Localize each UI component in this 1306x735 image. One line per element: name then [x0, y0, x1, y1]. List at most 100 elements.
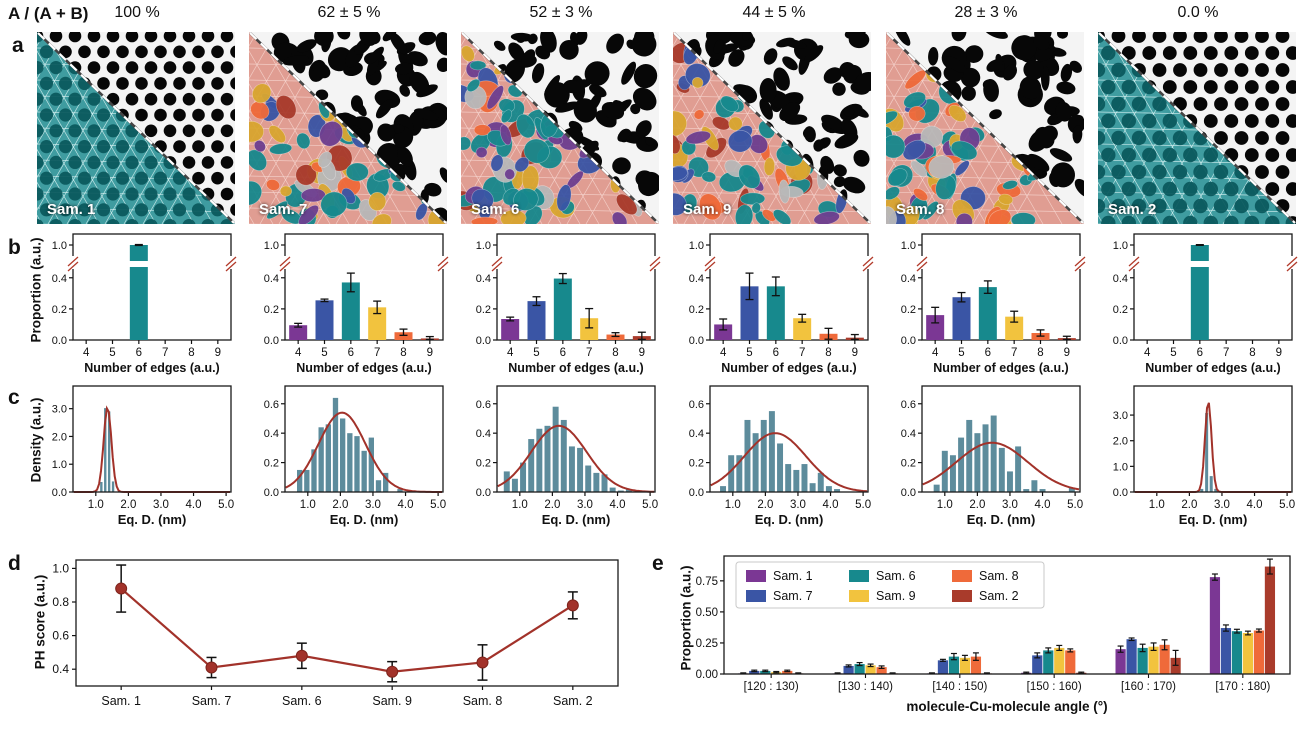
svg-text:3.0: 3.0 [365, 499, 381, 511]
svg-text:5: 5 [746, 347, 752, 359]
svg-text:Eq. D. (nm): Eq. D. (nm) [542, 512, 611, 527]
svg-text:[130 : 140): [130 : 140) [838, 681, 893, 693]
svg-text:4.0: 4.0 [186, 499, 202, 511]
edge-chart-sam-6: 0.0 0.2 0.4 1.0 4 5 6 7 8 9 Number of edges (a.u.) [455, 228, 667, 378]
svg-text:5.0: 5.0 [642, 499, 658, 511]
svg-text:8: 8 [612, 347, 618, 359]
svg-text:9: 9 [1064, 347, 1070, 359]
svg-text:Number of edges (a.u.): Number of edges (a.u.) [508, 361, 643, 375]
panel-label-c: c [8, 386, 20, 409]
svg-text:0.4: 0.4 [476, 428, 491, 440]
micrograph-sam-8: Sam. 8 [886, 32, 1084, 224]
svg-text:3.0: 3.0 [1002, 499, 1018, 511]
svg-text:3.0: 3.0 [790, 499, 806, 511]
svg-text:0.50: 0.50 [696, 607, 718, 619]
sample-label: Sam. 8 [896, 201, 945, 218]
svg-text:0.2: 0.2 [476, 304, 491, 316]
svg-text:molecule-Cu-molecule angle (°): molecule-Cu-molecule angle (°) [906, 699, 1107, 714]
svg-text:0.0: 0.0 [476, 487, 491, 499]
svg-text:Eq. D. (nm): Eq. D. (nm) [1179, 512, 1248, 527]
svg-text:0.0: 0.0 [264, 335, 279, 347]
svg-text:0.2: 0.2 [1113, 304, 1128, 316]
svg-text:[170 : 180): [170 : 180) [1215, 681, 1270, 693]
svg-text:1.0: 1.0 [901, 240, 916, 252]
ratio-value-sam1: 100 % [114, 4, 160, 21]
svg-text:6: 6 [773, 347, 779, 359]
svg-text:0.0: 0.0 [689, 487, 704, 499]
diameter-hist-sam-8: 0.0 0.2 0.4 0.6 1.0 2.0 3.0 4.0 5.0 Eq. D. (nm) [880, 380, 1092, 530]
svg-text:1.0: 1.0 [476, 240, 491, 252]
svg-text:0.4: 0.4 [52, 662, 69, 676]
svg-text:5: 5 [533, 347, 539, 359]
svg-text:6: 6 [985, 347, 991, 359]
svg-text:0.6: 0.6 [689, 399, 704, 411]
svg-text:Eq. D. (nm): Eq. D. (nm) [118, 512, 187, 527]
svg-text:8: 8 [1249, 347, 1255, 359]
svg-text:7: 7 [799, 347, 805, 359]
svg-text:0.2: 0.2 [52, 304, 67, 316]
svg-text:5.0: 5.0 [1279, 499, 1295, 511]
svg-text:0.0: 0.0 [689, 335, 704, 347]
svg-text:0.2: 0.2 [264, 304, 279, 316]
svg-text:5.0: 5.0 [1067, 499, 1083, 511]
svg-text:0.2: 0.2 [901, 458, 916, 470]
panel-label-e: e [652, 552, 664, 575]
panel-label-b: b [8, 236, 21, 259]
sample-label: Sam. 1 [47, 201, 96, 218]
svg-text:0.4: 0.4 [689, 273, 704, 285]
svg-text:0.2: 0.2 [689, 304, 704, 316]
svg-text:2.0: 2.0 [544, 499, 560, 511]
svg-text:4.0: 4.0 [398, 499, 414, 511]
svg-text:9: 9 [215, 347, 221, 359]
svg-text:0.0: 0.0 [1113, 335, 1128, 347]
svg-text:Sam. 8: Sam. 8 [463, 694, 503, 708]
svg-text:0.4: 0.4 [1113, 273, 1128, 285]
svg-text:6: 6 [136, 347, 142, 359]
svg-text:5.0: 5.0 [855, 499, 871, 511]
svg-text:0.4: 0.4 [901, 273, 916, 285]
svg-text:0.4: 0.4 [264, 428, 279, 440]
svg-text:Sam. 8: Sam. 8 [979, 569, 1019, 583]
svg-text:3.0: 3.0 [52, 404, 67, 416]
svg-text:4: 4 [932, 347, 939, 359]
svg-text:0.0: 0.0 [901, 487, 916, 499]
micrograph-sam-7: Sam. 7 [249, 32, 447, 224]
angle-distribution-chart: 0.00 0.25 0.50 0.75 [120 : 130) [130 : 140) [1… [672, 548, 1298, 720]
ratio-value-sam7: 62 ± 5 % [317, 4, 381, 21]
svg-text:8: 8 [1037, 347, 1043, 359]
edge-chart-sam-2: 0.0 0.2 0.4 1.0 4 5 6 7 8 9 Number of edges (a.u.) [1092, 228, 1304, 378]
sample-label: Sam. 6 [471, 201, 520, 218]
svg-text:[160 : 170): [160 : 170) [1121, 681, 1176, 693]
svg-text:4: 4 [720, 347, 727, 359]
svg-text:0.4: 0.4 [52, 273, 67, 285]
svg-text:Sam. 2: Sam. 2 [979, 589, 1019, 603]
svg-text:0.0: 0.0 [52, 335, 67, 347]
micrograph-sam-1: Sam. 1 [37, 32, 235, 224]
svg-text:3.0: 3.0 [577, 499, 593, 511]
svg-text:0.8: 0.8 [52, 595, 69, 609]
svg-text:4: 4 [1144, 347, 1151, 359]
svg-text:Sam. 6: Sam. 6 [876, 569, 916, 583]
svg-text:5: 5 [321, 347, 327, 359]
svg-text:Number of edges (a.u.): Number of edges (a.u.) [84, 361, 219, 375]
svg-text:1.0: 1.0 [300, 499, 316, 511]
svg-text:1.0: 1.0 [264, 240, 279, 252]
svg-text:5.0: 5.0 [218, 499, 234, 511]
svg-text:0.2: 0.2 [476, 458, 491, 470]
svg-text:4.0: 4.0 [1247, 499, 1263, 511]
diameter-hist-sam-9: 0.0 0.2 0.4 0.6 1.0 2.0 3.0 4.0 5.0 Eq. D. (nm) [668, 380, 880, 530]
svg-text:0.0: 0.0 [476, 335, 491, 347]
ratio-value-sam6: 52 ± 3 % [529, 4, 593, 21]
svg-text:Sam. 7: Sam. 7 [192, 694, 232, 708]
svg-text:Eq. D. (nm): Eq. D. (nm) [330, 512, 399, 527]
diameter-hist-sam-2: 0.0 1.0 2.0 3.0 1.0 2.0 3.0 4.0 5.0 Eq. D. (nm) [1092, 380, 1304, 530]
svg-text:Number of edges (a.u.): Number of edges (a.u.) [721, 361, 856, 375]
svg-text:Eq. D. (nm): Eq. D. (nm) [755, 512, 824, 527]
svg-text:0.6: 0.6 [264, 399, 279, 411]
svg-text:Sam. 7: Sam. 7 [773, 589, 813, 603]
micrograph-sam-2: Sam. 2 [1098, 32, 1296, 224]
svg-text:0.2: 0.2 [264, 458, 279, 470]
svg-text:[120 : 130): [120 : 130) [744, 681, 799, 693]
edge-chart-sam-7: 0.0 0.2 0.4 1.0 4 5 6 7 8 9 Number of edges (a.u.) [243, 228, 455, 378]
